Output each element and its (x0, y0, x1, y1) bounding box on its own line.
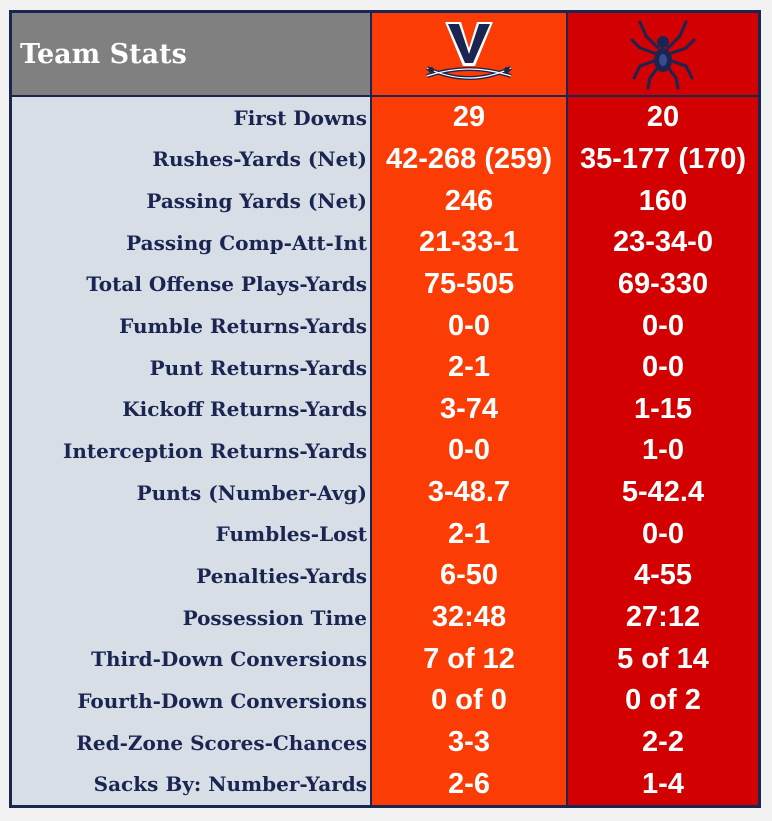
team1-value: 2-1 (372, 346, 566, 389)
team2-value: 0-0 (568, 305, 758, 347)
team1-value: 6-50 (372, 555, 566, 597)
row-label: First Downs (12, 97, 370, 139)
team1-value: 2-1 (372, 513, 566, 556)
row-label: Passing Yards (Net) (12, 180, 370, 222)
row-label: Kickoff Returns-Yards (12, 388, 370, 431)
team1-value: 246 (372, 180, 566, 222)
team2-value: 23-34-0 (568, 221, 758, 264)
team1-value: 3-3 (372, 721, 566, 764)
row-label: Fumble Returns-Yards (12, 305, 370, 347)
row-label: Third-Down Conversions (12, 638, 370, 681)
row-label: Passing Comp-Att-Int (12, 221, 370, 264)
team1-value: 21-33-1 (372, 221, 566, 264)
team-stats-table: Team Stats (9, 10, 761, 808)
team2-value: 20 (568, 97, 758, 139)
team1-value: 0-0 (372, 430, 566, 472)
table-title: Team Stats (12, 13, 370, 97)
team2-value: 1-15 (568, 388, 758, 431)
row-label: Fourth-Down Conversions (12, 680, 370, 722)
row-label: Total Offense Plays-Yards (12, 263, 370, 306)
team2-value: 69-330 (568, 263, 758, 306)
team1-value: 0 of 0 (372, 680, 566, 722)
team2-value: 1-0 (568, 430, 758, 472)
team1-value: 3-48.7 (372, 471, 566, 514)
team2-value: 5 of 14 (568, 638, 758, 681)
row-label: Fumbles-Lost (12, 513, 370, 556)
row-label: Punts (Number-Avg) (12, 471, 370, 514)
row-label: Penalties-Yards (12, 555, 370, 597)
team2-value: 5-42.4 (568, 471, 758, 514)
team1-logo-cell (372, 13, 566, 97)
team1-value: 32:48 (372, 596, 566, 639)
team2-value: 27:12 (568, 596, 758, 639)
team2-logo-cell (568, 13, 758, 97)
row-label: Punt Returns-Yards (12, 346, 370, 389)
team2-value: 4-55 (568, 555, 758, 597)
team1-value: 7 of 12 (372, 638, 566, 681)
row-label: Possession Time (12, 596, 370, 639)
spider-logo-icon (630, 20, 696, 90)
team2-value: 160 (568, 180, 758, 222)
team2-value: 2-2 (568, 721, 758, 764)
row-label: Rushes-Yards (Net) (12, 138, 370, 181)
team2-value: 1-4 (568, 763, 758, 805)
row-label: Interception Returns-Yards (12, 430, 370, 472)
team2-value: 0-0 (568, 346, 758, 389)
team1-value: 42-268 (259) (372, 138, 566, 181)
team1-value: 0-0 (372, 305, 566, 347)
team1-value: 75-505 (372, 263, 566, 306)
row-label: Red-Zone Scores-Chances (12, 721, 370, 764)
v-sabres-logo-icon (426, 22, 512, 80)
team1-value: 29 (372, 97, 566, 139)
team1-value: 2-6 (372, 763, 566, 805)
team2-value: 35-177 (170) (568, 138, 758, 181)
team1-value: 3-74 (372, 388, 566, 431)
row-label: Sacks By: Number-Yards (12, 763, 370, 805)
team2-value: 0 of 2 (568, 680, 758, 722)
team2-value: 0-0 (568, 513, 758, 556)
